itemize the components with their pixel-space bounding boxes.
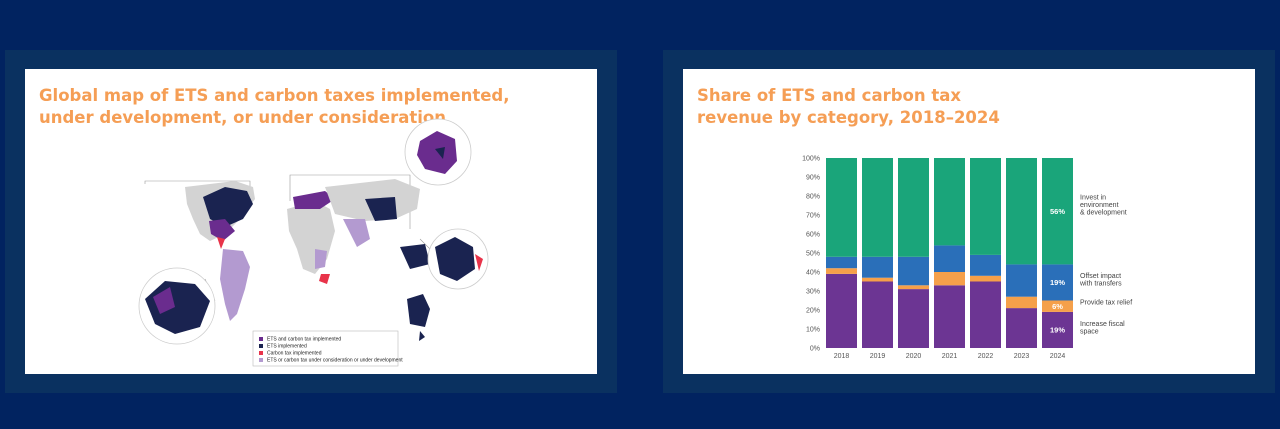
bar-segment — [826, 273, 857, 348]
asia-inset — [427, 228, 489, 290]
bar-segment — [1042, 158, 1073, 265]
series-label: with transfers — [1079, 281, 1122, 288]
bar-segment — [862, 158, 893, 257]
bar-segment — [934, 158, 965, 246]
legend-label: ETS or carbon tax under consideration or… — [267, 358, 403, 364]
x-tick-label: 2022 — [978, 353, 994, 360]
map-legend-box — [252, 330, 399, 367]
bar-segment — [1042, 300, 1073, 312]
bar-segment — [1042, 264, 1073, 301]
chart-title: Share of ETS and carbon tax revenue by c… — [697, 86, 1000, 127]
y-tick-label: 50% — [806, 251, 820, 258]
y-tick-label: 40% — [806, 270, 820, 277]
bar-segment — [898, 289, 929, 348]
y-tick-label: 10% — [806, 327, 820, 334]
map-title: Global map of ETS and carbon taxes imple… — [39, 86, 510, 127]
y-tick-label: 80% — [806, 194, 820, 201]
bar-segment — [1006, 308, 1037, 348]
x-tick-label: 2019 — [870, 353, 886, 360]
bar-value-label: 6% — [1052, 302, 1063, 311]
bar-segment — [898, 158, 929, 257]
x-tick-label: 2021 — [942, 353, 958, 360]
bar-segment — [1006, 158, 1037, 265]
bar-value-label: 19% — [1050, 326, 1065, 335]
bar-segment — [898, 285, 929, 290]
series-label: Increase fiscal — [1080, 321, 1125, 328]
legend-label: ETS and carbon tax implemented — [267, 337, 341, 343]
bar-segment — [826, 268, 857, 274]
legend-swatch — [259, 344, 263, 348]
bar-segment — [862, 281, 893, 348]
bar-segment — [826, 158, 857, 257]
legend-swatch — [259, 358, 263, 362]
y-tick-label: 100% — [802, 156, 820, 163]
x-tick-label: 2024 — [1050, 353, 1066, 360]
bar-segment — [970, 275, 1001, 282]
legend-label: ETS implemented — [267, 344, 307, 350]
bar-segment — [970, 281, 1001, 348]
chart-panel-frame: Share of ETS and carbon tax revenue by c… — [663, 50, 1275, 393]
bar-segment — [934, 245, 965, 272]
bar-value-label: 19% — [1050, 278, 1065, 287]
legend-swatch — [259, 351, 263, 355]
bar-segment — [898, 256, 929, 286]
bar-segment — [970, 158, 1001, 255]
bar-segment — [862, 256, 893, 278]
bar-segment — [934, 272, 965, 286]
bar-segment — [1006, 296, 1037, 309]
map-legend: ETS and carbon tax implemented ETS imple… — [252, 330, 403, 367]
series-label: environment — [1080, 202, 1119, 209]
europe-inset — [404, 118, 472, 186]
y-tick-label: 0% — [810, 346, 820, 353]
bar-segment — [970, 254, 1001, 276]
map-panel-frame: Global map of ETS and carbon taxes imple… — [5, 50, 617, 393]
oceania — [407, 294, 430, 341]
y-tick-label: 60% — [806, 232, 820, 239]
series-label: space — [1080, 329, 1099, 336]
bar-segment — [1042, 311, 1073, 348]
bar-segment — [934, 285, 965, 348]
legend-swatch — [259, 337, 263, 341]
y-tick-label: 30% — [806, 289, 820, 296]
revenue-stacked-bar-chart: 0% 10% 20% 30% 40% 50% 60% 70% 80% 90% 100% 2018 201… — [802, 156, 1132, 361]
x-tick-label: 2020 — [906, 353, 922, 360]
canada-inset — [138, 267, 216, 345]
north-america-inset — [203, 187, 253, 249]
world-map: ETS and carbon tax implemented ETS imple… — [138, 118, 489, 367]
y-tick-label: 20% — [806, 308, 820, 315]
y-tick-label: 70% — [806, 213, 820, 220]
series-label: Invest in — [1080, 195, 1106, 202]
series-label: Provide tax relief — [1080, 300, 1132, 307]
x-tick-label: 2023 — [1014, 353, 1030, 360]
legend-label: Carbon tax implemented — [267, 351, 322, 357]
bar-segment — [1006, 264, 1037, 297]
bar-segment — [862, 277, 893, 282]
y-tick-label: 90% — [806, 175, 820, 182]
bar-segment — [826, 256, 857, 269]
series-label: & development — [1080, 210, 1127, 217]
bar-value-label: 56% — [1050, 207, 1065, 216]
chart-slide: Share of ETS and carbon tax revenue by c… — [683, 69, 1255, 374]
series-label: Offset impact — [1080, 273, 1121, 280]
x-tick-label: 2018 — [834, 353, 850, 360]
map-slide: Global map of ETS and carbon taxes imple… — [25, 69, 597, 374]
